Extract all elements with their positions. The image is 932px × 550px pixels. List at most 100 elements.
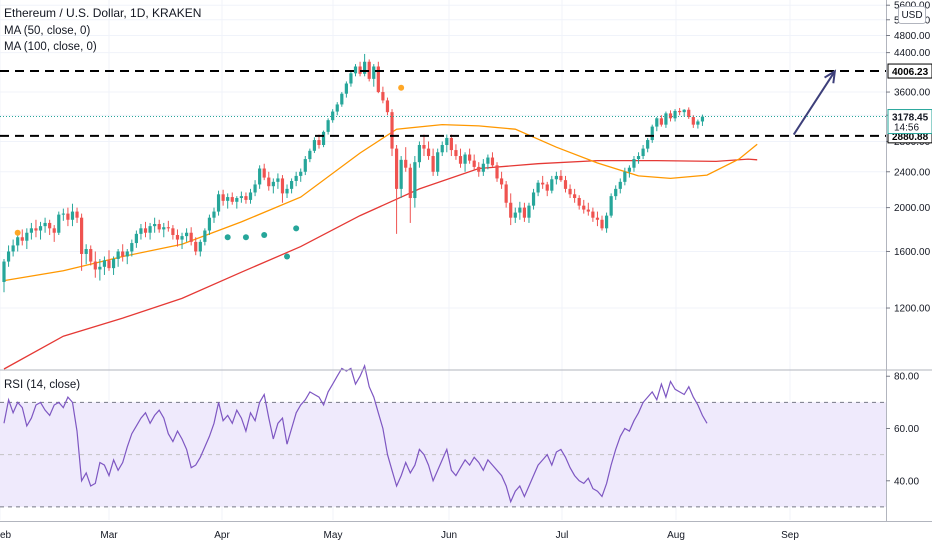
candle-body[interactable] [102,260,107,267]
candle-body[interactable] [48,222,52,229]
candle-body[interactable] [394,148,399,189]
ma50-line[interactable] [3,123,758,282]
candle-body[interactable] [650,126,654,141]
candle-body[interactable] [34,228,38,231]
candle-body[interactable] [280,178,285,194]
candle-body[interactable] [230,197,234,202]
candle-body[interactable] [458,156,463,164]
candle-body[interactable] [80,217,84,254]
candle-body[interactable] [609,196,613,216]
candle-body[interactable] [568,188,572,195]
candle-body[interactable] [29,228,33,233]
candle-body[interactable] [344,83,348,94]
ma100-line[interactable] [3,158,758,370]
candle-body[interactable] [38,226,43,231]
candle-body[interactable] [445,137,449,146]
candle-body[interactable] [312,140,317,151]
candle-body[interactable] [385,100,390,113]
candle-body[interactable] [563,180,568,189]
candle-body[interactable] [253,184,257,193]
candle-body[interactable] [130,243,134,252]
candle-body[interactable] [399,159,403,189]
candle-body[interactable] [276,178,280,182]
candle-body[interactable] [600,219,604,229]
ma50-legend[interactable]: MA (50, close, 0) [4,25,91,37]
candle-body[interactable] [2,261,6,282]
candle-body[interactable] [490,157,495,166]
symbol-title[interactable]: Ethereum / U.S. Dollar, 1D, KRAKEN [4,6,202,20]
candle-body[interactable] [244,196,248,200]
candle-body[interactable] [367,61,371,79]
candle-body[interactable] [203,230,207,242]
candle-body[interactable] [84,249,88,254]
rsi-legend[interactable]: RSI (14, close) [4,379,81,391]
rsi-line[interactable] [3,363,708,504]
candle-body[interactable] [363,61,367,74]
candle-body[interactable] [687,109,691,118]
candle-body[interactable] [157,223,161,230]
candle-body[interactable] [226,197,230,201]
currency-button[interactable]: USD [898,6,926,24]
candle-body[interactable] [139,228,143,234]
candle-body[interactable] [308,150,312,160]
candle-body[interactable] [632,159,636,168]
candle-body[interactable] [582,205,586,210]
upper-level-tag[interactable] [887,63,932,79]
candle-body[interactable] [376,66,380,93]
candle-body[interactable] [372,66,376,79]
candle-body[interactable] [271,181,275,187]
last-price-tag[interactable] [887,109,932,135]
candle-body[interactable] [248,192,253,200]
candle-body[interactable] [541,182,545,185]
candle-body[interactable] [20,237,24,241]
candle-body[interactable] [504,184,508,203]
candle-body[interactable] [486,157,490,164]
candle-body[interactable] [472,160,476,167]
candle-body[interactable] [468,154,472,161]
candle-body[interactable] [673,110,677,119]
candle-body[interactable] [536,182,540,193]
candle-body[interactable] [591,211,595,218]
candle-body[interactable] [554,175,558,180]
candle-body[interactable] [143,228,148,233]
candle-body[interactable] [289,180,294,189]
candle-body[interactable] [550,179,554,191]
candle-body[interactable] [148,226,152,233]
candle-body[interactable] [678,110,682,113]
candle-body[interactable] [408,167,412,199]
candle-body[interactable] [691,117,695,125]
ma100-legend[interactable]: MA (100, close, 0) [4,41,97,53]
candle-body[interactable] [185,232,189,237]
candle-body[interactable] [646,140,650,149]
candle-body[interactable] [664,113,668,125]
candle-body[interactable] [189,232,193,242]
candle-body[interactable] [207,217,212,231]
candle-body[interactable] [531,192,536,206]
candle-body[interactable] [577,198,581,206]
candle-body[interactable] [422,145,426,149]
candle-body[interactable] [175,234,180,240]
candle-body[interactable] [454,150,458,157]
candle-body[interactable] [381,92,385,101]
candle-body[interactable] [11,245,15,252]
candle-body[interactable] [477,166,481,172]
candle-body[interactable] [614,188,618,197]
candle-body[interactable] [317,140,321,146]
candle-body[interactable] [125,251,129,257]
candle-body[interactable] [586,209,590,212]
candle-body[interactable] [463,154,467,164]
candle-body[interactable] [682,109,686,113]
candle-body[interactable] [212,211,216,218]
candle-body[interactable] [121,251,125,257]
candle-body[interactable] [303,159,307,172]
projection-arrow[interactable] [792,70,836,136]
candle-body[interactable] [331,111,335,121]
candle-body[interactable] [431,156,435,172]
candle-body[interactable] [696,121,700,125]
candle-body[interactable] [426,148,431,157]
candle-body[interactable] [70,211,75,220]
candle-body[interactable] [623,171,627,182]
candle-body[interactable] [655,118,659,127]
candle-body[interactable] [340,93,344,105]
candle-body[interactable] [636,156,641,160]
